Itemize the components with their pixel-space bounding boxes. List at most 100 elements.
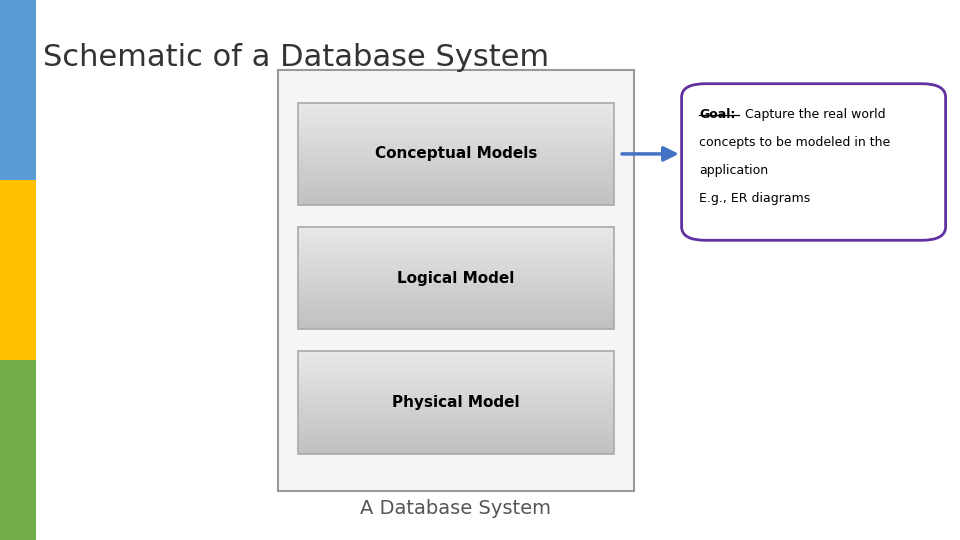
- Bar: [298, 357, 614, 360]
- Bar: [298, 315, 614, 318]
- Bar: [298, 255, 614, 258]
- Bar: [298, 362, 614, 365]
- Bar: [298, 244, 614, 246]
- Bar: [298, 264, 614, 266]
- Bar: [298, 403, 614, 406]
- Bar: [298, 168, 614, 171]
- Bar: [298, 179, 614, 181]
- Bar: [298, 434, 614, 436]
- Bar: [298, 276, 614, 278]
- Bar: [298, 262, 614, 265]
- Bar: [298, 399, 614, 401]
- Text: Capture the real world: Capture the real world: [741, 108, 886, 121]
- Bar: [298, 199, 614, 202]
- Bar: [298, 226, 614, 228]
- Bar: [298, 250, 614, 252]
- Bar: [298, 183, 614, 185]
- Bar: [298, 248, 614, 251]
- Bar: [298, 300, 614, 302]
- Bar: [298, 274, 614, 276]
- Bar: [298, 230, 614, 232]
- Bar: [298, 278, 614, 280]
- Bar: [298, 289, 614, 292]
- Bar: [298, 415, 614, 418]
- Bar: [298, 308, 614, 310]
- Bar: [298, 436, 614, 438]
- Bar: [298, 301, 614, 303]
- Bar: [298, 320, 614, 322]
- Bar: [298, 387, 614, 389]
- Bar: [298, 326, 614, 328]
- Bar: [298, 323, 614, 326]
- Text: E.g., ER diagrams: E.g., ER diagrams: [699, 192, 810, 205]
- Bar: [298, 355, 614, 358]
- Bar: [298, 371, 614, 373]
- Bar: [298, 138, 614, 140]
- Bar: [298, 160, 614, 163]
- Bar: [298, 141, 614, 144]
- Bar: [298, 116, 614, 118]
- Bar: [298, 140, 614, 142]
- Bar: [298, 373, 614, 375]
- Text: concepts to be modeled in the: concepts to be modeled in the: [699, 136, 890, 149]
- Bar: [298, 172, 614, 174]
- Bar: [298, 105, 614, 107]
- Bar: [298, 393, 614, 395]
- Bar: [298, 102, 614, 104]
- Bar: [298, 252, 614, 254]
- Bar: [298, 312, 614, 314]
- Bar: [298, 350, 614, 353]
- Bar: [298, 366, 614, 368]
- Bar: [298, 361, 614, 363]
- Bar: [298, 186, 614, 188]
- Bar: [298, 424, 614, 426]
- Text: Schematic of a Database System: Schematic of a Database System: [43, 43, 549, 72]
- Bar: [298, 381, 614, 383]
- Bar: [298, 119, 614, 122]
- Bar: [298, 281, 614, 283]
- Bar: [298, 260, 614, 262]
- Bar: [298, 237, 614, 239]
- Bar: [298, 167, 614, 169]
- Bar: [298, 402, 614, 404]
- Bar: [298, 153, 614, 156]
- Bar: [298, 133, 614, 135]
- Bar: [298, 164, 614, 166]
- Bar: [298, 419, 614, 421]
- Bar: [298, 238, 614, 240]
- Bar: [298, 448, 614, 450]
- Bar: [298, 279, 614, 281]
- Bar: [298, 127, 614, 130]
- Bar: [0, 0, 36, 180]
- Bar: [298, 437, 614, 440]
- Bar: [298, 235, 614, 237]
- Bar: [298, 257, 614, 259]
- Bar: [298, 422, 614, 424]
- Bar: [298, 104, 614, 106]
- Bar: [298, 295, 614, 297]
- Bar: [298, 352, 614, 354]
- Bar: [298, 254, 614, 256]
- Bar: [298, 380, 614, 382]
- Bar: [298, 426, 614, 428]
- Bar: [298, 227, 614, 329]
- Bar: [298, 184, 614, 186]
- Bar: [298, 368, 614, 370]
- Bar: [298, 443, 614, 445]
- Bar: [298, 298, 614, 300]
- Text: application: application: [699, 164, 768, 177]
- Bar: [298, 136, 614, 138]
- Bar: [0, 180, 36, 360]
- Bar: [298, 203, 614, 205]
- Bar: [298, 396, 614, 399]
- Bar: [298, 286, 614, 288]
- Bar: [298, 240, 614, 242]
- Bar: [298, 431, 614, 433]
- Bar: [298, 450, 614, 452]
- Bar: [298, 266, 614, 268]
- Text: A Database System: A Database System: [361, 500, 551, 518]
- Bar: [0, 360, 36, 540]
- Bar: [298, 191, 614, 193]
- Bar: [298, 351, 614, 454]
- Bar: [298, 283, 614, 285]
